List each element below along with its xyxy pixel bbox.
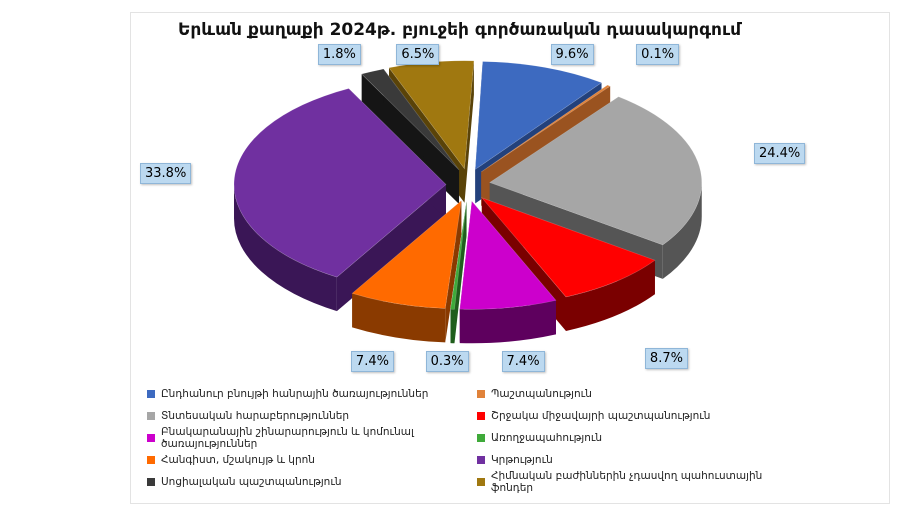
legend-label: Ընդհանուր բնույթի հանրային ծառայությունն…: [161, 388, 429, 400]
legend-item: Պաշտպանություն: [477, 384, 797, 404]
legend-label: Տնտեսական հարաբերություններ: [161, 410, 350, 422]
pie-slice: [233, 88, 447, 312]
legend-item: Ընդհանուր բնույթի հանրային ծառայությունն…: [147, 384, 477, 404]
legend-label: Բնակարանային շինարարություն և կոմունալ ծ…: [161, 426, 414, 450]
legend-label: Հիմնական բաժիններին չդասվող պահուստային …: [491, 470, 763, 494]
legend-swatch: [477, 478, 485, 486]
legend-swatch: [477, 456, 485, 464]
pie-slice: [351, 199, 462, 343]
legend-label: Առողջապահություն: [491, 432, 603, 444]
legend-item: Առողջապահություն: [477, 428, 797, 448]
legend-swatch: [147, 434, 155, 442]
legend-item: Շրջակա միջավայրի պաշտպանություն: [477, 406, 797, 426]
slice-label: 0.3%: [425, 351, 469, 372]
slice-label: 8.7%: [644, 347, 688, 369]
slice-label: 6.5%: [396, 44, 440, 65]
legend-item: Բնակարանային շինարարություն և կոմունալ ծ…: [147, 426, 477, 450]
legend-item: Հիմնական բաժիններին չդասվող պահուստային …: [477, 470, 797, 494]
legend-swatch: [147, 478, 155, 486]
slice-label: 33.8%: [140, 163, 192, 185]
pie-slice: [450, 201, 467, 344]
slice-label: 7.4%: [501, 351, 545, 372]
slice-label: 0.1%: [636, 44, 680, 65]
legend-item: Հանգիստ, մշակույթ և կրոն: [147, 450, 477, 470]
legend-item: Տնտեսական հարաբերություններ: [147, 406, 477, 426]
legend-swatch: [477, 390, 485, 398]
legend-label: Հանգիստ, մշակույթ և կրոն: [161, 454, 315, 466]
chart-title: Երևան քաղաքի 2024թ. բյուջեի գործառական դ…: [177, 20, 742, 40]
pie-slice: [361, 68, 460, 204]
legend-label: Կրթություն: [491, 454, 553, 466]
slice-label: 9.6%: [550, 44, 594, 65]
legend-item: Կրթություն: [477, 450, 797, 470]
legend-label: Շրջակա միջավայրի պաշտպանություն: [491, 410, 711, 422]
legend-label: Պաշտպանություն: [491, 388, 592, 400]
legend-swatch: [147, 390, 155, 398]
slice-label: 24.4%: [753, 143, 806, 165]
pie-slice: [459, 200, 557, 344]
legend-swatch: [477, 434, 485, 442]
legend-label: Սոցիալական պաշտպանություն: [161, 476, 342, 488]
legend: Ընդհանուր բնույթի հանրային ծառայությունն…: [147, 384, 797, 494]
legend-swatch: [477, 412, 485, 420]
slice-label: 7.4%: [350, 351, 394, 372]
legend-swatch: [147, 412, 155, 420]
slice-label: 1.8%: [317, 44, 361, 65]
legend-swatch: [147, 456, 155, 464]
legend-item: Սոցիալական պաշտպանություն: [147, 472, 477, 492]
